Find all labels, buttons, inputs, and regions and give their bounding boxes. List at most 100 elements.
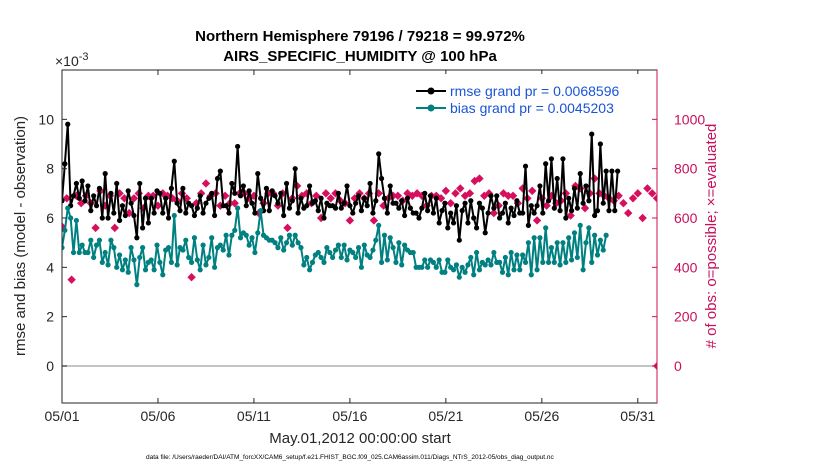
rmse-point [476, 200, 483, 206]
bias-point [76, 249, 82, 256]
bias-point [557, 262, 563, 268]
bias-point [574, 254, 580, 261]
bias-point [502, 254, 508, 261]
x-tick-label: 05/26 [524, 408, 559, 424]
rmse-point [275, 200, 281, 206]
bias-point [108, 237, 114, 243]
right-y-tick-label: 0 [674, 358, 682, 374]
rmse-point [191, 212, 198, 219]
rmse-point [134, 235, 140, 241]
bias-point [499, 269, 506, 275]
bias-point [468, 254, 474, 261]
obs-possible-marker [321, 189, 331, 198]
rmse-point [252, 210, 258, 216]
bias-point [508, 249, 514, 256]
bias-point [191, 235, 198, 241]
obs-possible-marker [638, 213, 647, 223]
bias-point [514, 252, 520, 258]
rmse-point [364, 203, 370, 209]
rmse-point [341, 200, 347, 206]
rmse-point [551, 205, 557, 211]
bias-point [154, 242, 160, 248]
rmse-point [93, 203, 100, 209]
rmse-point [145, 220, 151, 226]
rmse-point [563, 215, 569, 221]
rmse-point [612, 208, 618, 214]
rmse-point [289, 198, 295, 204]
bias-point [563, 259, 569, 265]
right-y-tick-label: 1000 [674, 111, 705, 127]
rmse-point [615, 168, 621, 174]
rmse-point [574, 205, 580, 211]
rmse-point [180, 185, 186, 191]
rmse-point [534, 203, 540, 209]
rmse-point [453, 203, 460, 209]
bias-point [485, 257, 491, 263]
bias-point [548, 245, 555, 251]
bias-point [338, 254, 344, 261]
bias-point [79, 242, 85, 248]
rmse-point [62, 198, 65, 204]
x-tick-label: 05/16 [332, 408, 367, 424]
bias-point [335, 242, 341, 248]
bias-point [275, 245, 281, 251]
rmse-point [332, 205, 339, 211]
bias-point [286, 232, 293, 238]
legend: rmse grand pr = 0.0068596 bias grand pr … [410, 74, 650, 120]
obs-possible-marker [628, 194, 638, 203]
bias-point [283, 240, 290, 246]
bias-point [381, 232, 388, 238]
rmse-point [183, 210, 189, 216]
bias-point [353, 254, 359, 261]
bias-point [73, 217, 79, 224]
rmse-point [537, 183, 543, 189]
obs-possible-marker [62, 194, 71, 203]
bias-point [122, 257, 128, 263]
rmse-point [606, 208, 612, 214]
rmse-point [525, 222, 532, 228]
x-tick-label: 05/31 [620, 408, 655, 424]
obs-possible-marker [393, 191, 403, 200]
rmse-point [243, 203, 249, 209]
bias-point [137, 254, 143, 261]
obs-possible-marker [201, 179, 211, 188]
right-y-tick-label: 600 [674, 210, 698, 226]
bias-point [209, 235, 215, 241]
bias-point [292, 232, 298, 238]
rmse-point [211, 212, 218, 219]
exponent-base: ×10 [55, 53, 79, 69]
rmse-point [427, 193, 434, 199]
bias-point [571, 230, 578, 236]
rmse-point [269, 188, 275, 194]
rmse-point [188, 203, 195, 209]
rmse-point [491, 205, 497, 211]
bias-point [62, 245, 65, 251]
bias-point [157, 259, 163, 265]
bias-point [91, 254, 97, 261]
bias-point [344, 257, 350, 263]
rmse-point [557, 208, 563, 214]
left-y-tick-label: 2 [46, 309, 54, 325]
rmse-point [499, 210, 506, 216]
rmse-point [384, 210, 390, 216]
rmse-point [151, 210, 157, 216]
bias-point [445, 257, 451, 263]
rmse-point [157, 190, 163, 196]
bias-point [419, 264, 425, 270]
rmse-point [344, 183, 350, 189]
bias-point [488, 262, 494, 268]
bias-point [390, 245, 396, 251]
rmse-point [295, 210, 301, 216]
bias-point [350, 249, 356, 256]
bias-point [128, 245, 134, 251]
rmse-point [528, 203, 534, 209]
rmse-point [522, 163, 529, 169]
bias-point [252, 249, 258, 256]
rmse-point [99, 215, 105, 221]
bias-point [142, 267, 149, 273]
bias-point [289, 242, 295, 248]
rmse-point [258, 195, 264, 201]
rmse-point [347, 203, 353, 209]
rmse-point [338, 205, 344, 211]
rmse-point [413, 210, 419, 216]
